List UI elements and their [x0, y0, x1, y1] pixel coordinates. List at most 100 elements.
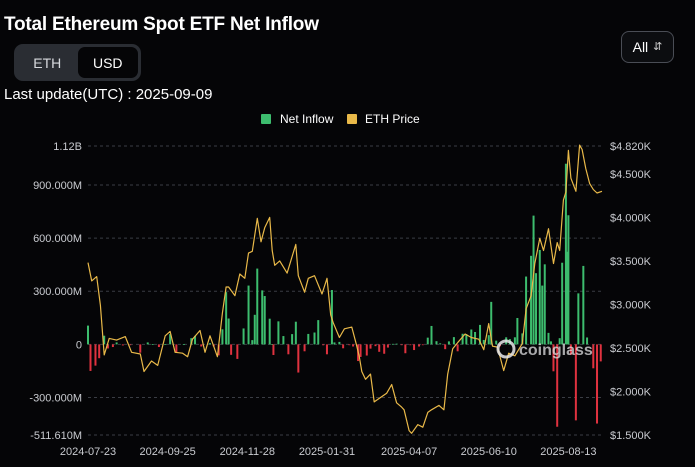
legend-swatch-eth-price[interactable] [347, 114, 357, 124]
legend-label-net-inflow[interactable]: Net Inflow [280, 112, 334, 126]
net-inflow-bar [348, 344, 351, 346]
net-inflow-bar [338, 341, 341, 345]
range-select[interactable]: All ⇵ [621, 31, 674, 63]
x-tick-label: 2025-08-13 [540, 446, 596, 458]
net-inflow-bar [182, 344, 185, 346]
net-inflow-bar [307, 333, 310, 345]
net-inflow-bar [151, 344, 154, 346]
y-left-tick-label: 0 [76, 339, 82, 351]
net-inflow-bar [87, 325, 89, 345]
net-inflow-bar [538, 249, 541, 345]
net-inflow-bar [253, 314, 256, 345]
net-inflow-bar [552, 344, 555, 372]
y-right-tick-label: $4.500K [610, 169, 652, 181]
y-left-tick-label: 1.12B [53, 141, 82, 153]
net-inflow-bar [530, 255, 533, 345]
y-left-tick-label: -300.000M [29, 393, 82, 405]
coinglass-watermark: coinglass [496, 339, 593, 359]
net-inflow-bar [322, 344, 325, 346]
y-left-tick-label: -511.610M [30, 430, 82, 442]
y-right-tick-label: $3.500K [610, 256, 652, 268]
net-inflow-bar [409, 344, 412, 346]
net-inflow-bar [139, 344, 142, 353]
net-inflow-bar [452, 337, 455, 345]
net-inflow-bar [227, 318, 230, 345]
net-inflow-bar [596, 344, 599, 424]
net-inflow-bar [404, 344, 407, 354]
x-axis: 2024-07-23 2024-09-25 2024-11-28 2025-01-31… [60, 446, 597, 458]
net-inflow-bar [395, 343, 398, 345]
net-inflow-bar [547, 332, 550, 345]
net-inflow-bar [487, 335, 490, 345]
net-inflow-bar [294, 321, 297, 345]
net-inflow-bar [567, 215, 570, 345]
net-inflow-bar [242, 328, 245, 345]
net-inflow-bar [549, 341, 552, 345]
net-inflow-bar [208, 343, 211, 345]
unit-option-usd[interactable]: USD [77, 47, 138, 78]
net-inflow-bar [175, 344, 178, 353]
x-tick-label: 2025-06-10 [461, 446, 517, 458]
net-inflow-bar [194, 335, 197, 345]
net-inflow-bar [121, 344, 124, 346]
net-inflow-bar [592, 344, 595, 369]
net-inflow-bar [352, 344, 355, 347]
x-tick-label: 2024-09-25 [140, 446, 196, 458]
net-inflow-bar [164, 344, 167, 345]
unit-toggle: ETH USD [14, 44, 141, 81]
net-inflow-bar [561, 262, 564, 345]
net-inflow-bar [317, 320, 320, 345]
net-inflow-bar [225, 292, 228, 345]
net-inflow-bar [599, 344, 602, 362]
net-inflow-bar [287, 344, 290, 355]
net-inflow-bar [247, 285, 250, 345]
x-tick-label: 2025-04-07 [381, 446, 437, 458]
net-inflow-bar [374, 344, 377, 347]
net-inflow-bar [541, 285, 544, 345]
unit-option-eth[interactable]: ETH [33, 54, 62, 71]
net-inflow-bar [400, 344, 403, 346]
range-select-value: All [632, 39, 649, 55]
y-left-tick-label: 300.000M [33, 286, 82, 298]
net-inflow-bar [532, 215, 535, 345]
y-left-tick-label: 600.000M [33, 233, 82, 245]
net-inflow-bar [146, 342, 149, 345]
net-inflow-bar [556, 344, 559, 427]
net-inflow-bar [169, 334, 172, 345]
net-inflow-bar [418, 344, 421, 347]
y-right-tick-label: $3.000K [610, 299, 652, 311]
net-inflow-bar [386, 344, 389, 348]
net-inflow-bar [333, 342, 336, 345]
y-right-tick-label: $1.500K [610, 430, 652, 442]
net-inflow-bar [282, 336, 285, 345]
net-inflow-bar [157, 344, 160, 348]
legend-label-eth-price[interactable]: ETH Price [365, 112, 420, 126]
net-inflow-bar [291, 334, 294, 345]
net-inflow-bar [426, 337, 429, 345]
net-inflow-bar [444, 344, 447, 350]
y-axis-right: $4.820K $4.500K $4.000K $3.500K $3.000K $2.50… [610, 141, 652, 442]
x-tick-label: 2024-07-23 [60, 446, 116, 458]
page-title: Total Ethereum Spot ETF Net Inflow [4, 14, 319, 35]
legend-swatch-net-inflow[interactable] [261, 114, 271, 124]
net-inflow-bar [564, 163, 567, 345]
net-inflow-bar [435, 341, 438, 345]
net-inflow-bar [342, 344, 345, 349]
y-right-tick-label: $4.000K [610, 212, 652, 224]
net-inflow-bar [221, 329, 224, 345]
net-inflow-bar [413, 344, 416, 351]
net-inflow-bar [566, 251, 569, 345]
chevron-up-down-icon: ⇵ [653, 40, 663, 53]
net-inflow-bar [447, 341, 450, 345]
net-inflow-bar [325, 344, 328, 355]
net-inflow-bar [513, 337, 516, 345]
net-inflow-bar [98, 344, 101, 359]
net-inflow-bar [268, 318, 271, 345]
y-right-tick-label: $4.820K [610, 141, 652, 153]
net-inflow-bar [569, 344, 572, 355]
net-inflow-bar [430, 325, 433, 345]
net-inflow-bar [495, 340, 498, 345]
net-inflow-bar [271, 344, 274, 345]
net-inflow-bar [543, 264, 546, 345]
